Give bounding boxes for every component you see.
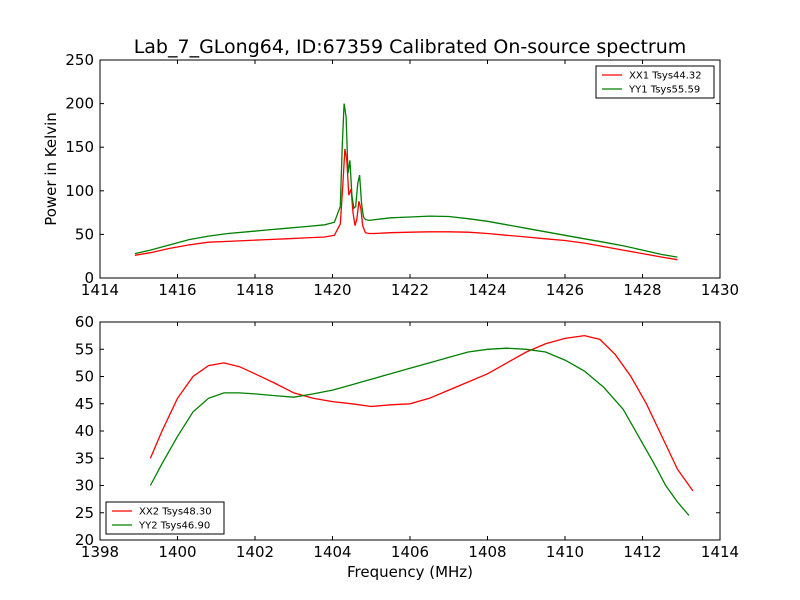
y-tick-label: 30	[75, 477, 94, 495]
y-tick-label: 50	[75, 368, 94, 386]
x-tick-label: 1420	[313, 281, 351, 299]
series-line-2	[149, 347, 690, 516]
x-tick-label: 1406	[391, 543, 429, 561]
y-axis-label: Power in Kelvin	[42, 112, 60, 226]
y-tick-label: 150	[65, 138, 94, 156]
y-tick-label: 25	[75, 504, 94, 522]
y-tick-label: 40	[75, 422, 94, 440]
legend: XX1 Tsys44.32 YY1 Tsys55.59	[595, 65, 715, 99]
legend-box	[105, 501, 225, 535]
x-tick-label: 1408	[468, 543, 506, 561]
x-tick-label: 1412	[623, 543, 661, 561]
legend-entry: XX1 Tsys44.32	[629, 71, 702, 82]
y-tick-label: 50	[75, 225, 94, 243]
legend: XX2 Tsys48.30 YY2 Tsys46.90	[105, 501, 225, 535]
series-line-1	[149, 334, 694, 492]
top-panel: 1414 1416 1418 1420 1422 1424 1426 1428 1430 0 50 1…	[42, 51, 739, 299]
y-tick-label: 20	[75, 531, 94, 549]
x-tick-label: 1424	[468, 281, 506, 299]
y-tick-label: 35	[75, 449, 94, 467]
legend-entry: YY1 Tsys55.59	[628, 85, 700, 96]
legend-box	[595, 65, 715, 99]
y-tick-label: 45	[75, 395, 94, 413]
y-tick-label: 0	[84, 269, 94, 287]
bottom-panel: 1398 1400 1402 1404 1406 1408 1410 1412 1414 20 25…	[75, 313, 739, 581]
x-tick-label: 1426	[546, 281, 584, 299]
x-axis-label: Frequency (MHz)	[347, 563, 473, 581]
legend-entry: YY2 Tsys46.90	[138, 521, 210, 532]
y-tick-label: 60	[75, 313, 94, 331]
x-tick-label: 1414	[81, 281, 119, 299]
y-tick-label: 250	[65, 51, 94, 69]
series-line-1	[134, 148, 678, 261]
x-tick-label: 1398	[81, 543, 119, 561]
chart-title: Lab_7_GLong64, ID:67359 Calibrated On-so…	[134, 36, 687, 58]
legend-entry: XX2 Tsys48.30	[139, 507, 212, 518]
x-tick-label: 1410	[546, 543, 584, 561]
x-tick-label: 1418	[236, 281, 274, 299]
x-tick-label: 1414	[701, 543, 739, 561]
x-tick-label: 1416	[158, 281, 196, 299]
x-tick-label: 1402	[236, 543, 274, 561]
x-tick-label: 1400	[158, 543, 196, 561]
x-tick-label: 1404	[313, 543, 351, 561]
y-tick-label: 200	[65, 95, 94, 113]
x-tick-label: 1428	[623, 281, 661, 299]
y-tick-label: 100	[65, 182, 94, 200]
y-tick-label: 55	[75, 340, 94, 358]
x-tick-label: 1422	[391, 281, 429, 299]
series-line-2	[134, 103, 678, 258]
x-tick-label: 1430	[701, 281, 739, 299]
